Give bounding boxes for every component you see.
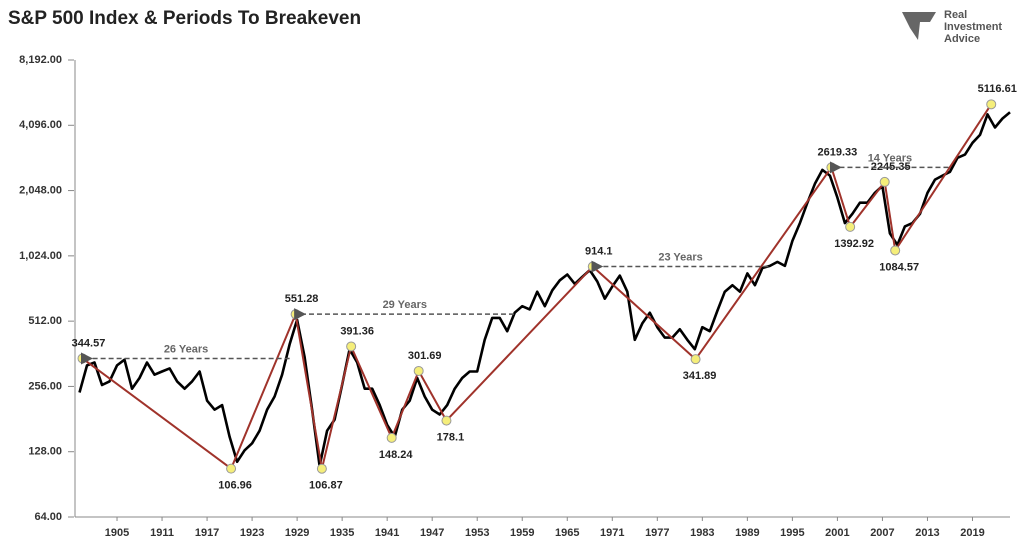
- x-tick-label: 2013: [915, 527, 939, 539]
- y-tick-label: 1,024.00: [19, 250, 62, 262]
- y-tick-label: 128.00: [28, 446, 62, 458]
- x-tick-label: 1965: [555, 527, 579, 539]
- x-tick-label: 1941: [375, 527, 399, 539]
- x-tick-label: 1983: [690, 527, 714, 539]
- data-label: 2619.33: [818, 146, 858, 158]
- point-marker: [77, 353, 88, 364]
- data-label: 178.1: [437, 432, 465, 444]
- logo-text: Real: [944, 9, 967, 21]
- y-tick-label: 4,096.00: [19, 119, 62, 131]
- data-label: 551.28: [285, 293, 319, 305]
- data-label: 5116.61: [978, 83, 1017, 95]
- x-tick-label: 1911: [150, 527, 174, 539]
- x-tick-label: 1917: [195, 527, 219, 539]
- point-marker: [986, 99, 997, 110]
- x-tick-label: 2019: [960, 527, 984, 539]
- point-marker: [386, 432, 397, 443]
- breakeven-line: [81, 103, 993, 470]
- point-marker: [826, 162, 837, 173]
- x-tick-label: 1995: [780, 527, 804, 539]
- logo-text: Advice: [944, 33, 980, 45]
- x-tick-label: 1947: [420, 527, 444, 539]
- data-label: 1392.92: [834, 238, 874, 250]
- data-label: 106.96: [218, 480, 252, 492]
- point-marker: [413, 365, 424, 376]
- point-marker: [316, 463, 327, 474]
- x-tick-label: 1977: [645, 527, 669, 539]
- point-marker: [879, 176, 890, 187]
- point-marker: [890, 245, 901, 256]
- logo: Real Investment Advice: [902, 9, 1002, 45]
- breakeven-label: 29 Years: [383, 299, 427, 311]
- breakeven-label: 26 Years: [164, 343, 208, 355]
- logo-icon: [902, 12, 936, 40]
- breakeven-label: 23 Years: [658, 251, 702, 263]
- x-tick-label: 1923: [240, 527, 264, 539]
- data-label: 914.1: [585, 245, 613, 257]
- y-tick-label: 256.00: [28, 380, 62, 392]
- y-tick-label: 64.00: [34, 511, 62, 523]
- x-tick-label: 2007: [870, 527, 894, 539]
- x-tick-label: 1929: [285, 527, 309, 539]
- data-label: 106.87: [309, 480, 343, 492]
- point-marker: [845, 221, 856, 232]
- data-label: 1084.57: [879, 261, 919, 273]
- y-tick-label: 512.00: [28, 315, 62, 327]
- y-tick-label: 8,192.00: [19, 54, 62, 66]
- point-marker: [226, 463, 237, 474]
- y-tick-label: 2,048.00: [19, 184, 62, 196]
- data-label: 344.57: [72, 337, 106, 349]
- data-label: 391.36: [340, 325, 374, 337]
- logo-text: Investment: [944, 21, 1002, 33]
- data-label: 341.89: [683, 370, 717, 382]
- point-marker: [346, 341, 357, 352]
- point-marker: [690, 354, 701, 365]
- x-tick-label: 1989: [735, 527, 759, 539]
- data-label: 148.24: [379, 449, 414, 461]
- index-line: [78, 111, 1011, 468]
- x-tick-label: 1935: [330, 527, 354, 539]
- x-tick-label: 2001: [825, 527, 849, 539]
- breakeven-label: 14 Years: [868, 152, 912, 164]
- point-marker: [587, 261, 598, 272]
- point-marker: [290, 309, 301, 320]
- data-label: 301.69: [408, 350, 442, 362]
- x-tick-label: 1971: [600, 527, 624, 539]
- chart-title: S&P 500 Index & Periods To Breakeven: [8, 8, 361, 29]
- point-marker: [441, 415, 452, 426]
- x-tick-label: 1959: [510, 527, 534, 539]
- x-tick-label: 1953: [465, 527, 489, 539]
- x-tick-label: 1905: [105, 527, 129, 539]
